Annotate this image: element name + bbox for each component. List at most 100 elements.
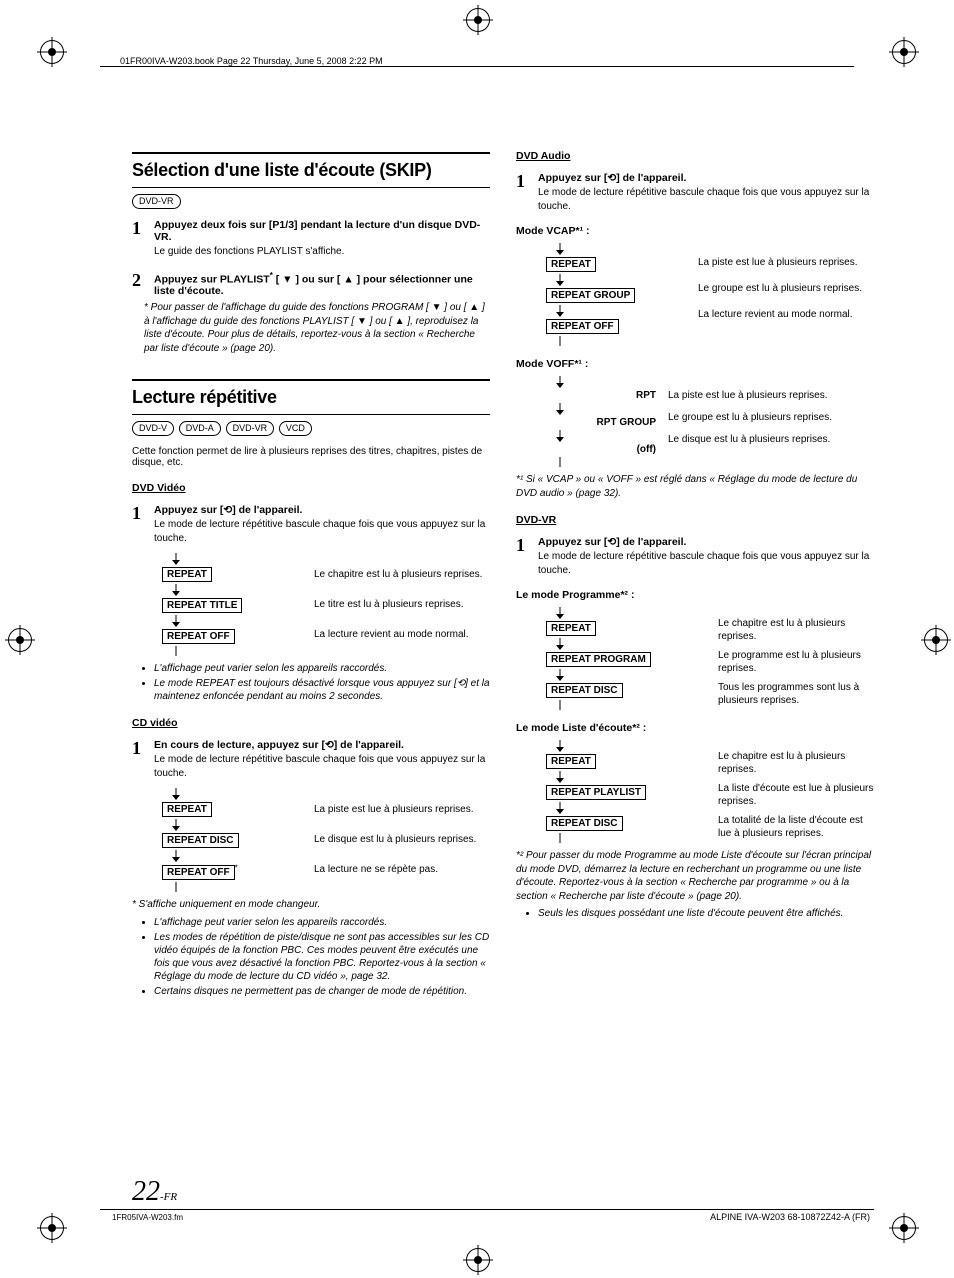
flow-voff: RPT RPT GROUP (off) La piste est lue à p…: [546, 374, 874, 469]
note-item: Le mode REPEAT est toujours désactivé lo…: [154, 677, 490, 703]
flow-box: REPEAT DISC: [546, 816, 623, 831]
mode-list-head: Le mode Liste d'écoute*² :: [516, 722, 874, 734]
flow-desc: Le titre est lu à plusieurs reprises.: [314, 593, 490, 615]
mode-vcap-head: Mode VCAP*¹ :: [516, 225, 874, 237]
page-number-suffix: -FR: [160, 1191, 177, 1203]
notes-list: L'affichage peut varier selon les appare…: [144, 916, 490, 998]
subhead-dvdaudio: DVD Audio: [516, 150, 874, 162]
badge: VCD: [279, 421, 312, 436]
flow-desc: Le chapitre est lu à plusieurs reprises.: [718, 617, 874, 643]
step-body: Le guide des fonctions PLAYLIST s'affich…: [154, 245, 490, 259]
step-lead: En cours de lecture, appuyez sur [⟲] de …: [154, 739, 490, 751]
mode-voff-head: Mode VOFF*¹ :: [516, 358, 874, 370]
step-number: 1: [516, 172, 538, 215]
flow-desc: Tous les programmes sont lus à plusieurs…: [718, 681, 874, 707]
step-body: Le mode de lecture répétitive bascule ch…: [538, 550, 874, 577]
flow-desc: La piste est lue à plusieurs reprises.: [698, 253, 874, 271]
step-number: 2: [132, 271, 154, 298]
flow-box: REPEAT DISC: [162, 833, 239, 848]
manual-page: 01FR00IVA-W203.book Page 22 Thursday, Ju…: [0, 0, 954, 1278]
flow-desc: Le chapitre est lu à plusieurs reprises.: [718, 750, 874, 776]
flow-label: (off): [637, 444, 656, 455]
section-title-repeat: Lecture répétitive: [132, 387, 490, 408]
note-item: Seuls les disques possédant une liste d'…: [538, 907, 874, 920]
flow-box: REPEAT GROUP: [546, 288, 635, 303]
step-body: Le mode de lecture répétitive bascule ch…: [538, 186, 874, 213]
page-number-value: 22: [132, 1176, 160, 1207]
register-mark: [924, 628, 946, 650]
flow-desc: La piste est lue à plusieurs reprises.: [314, 798, 490, 820]
note-item: L'affichage peut varier selon les appare…: [154, 662, 490, 675]
badge: DVD-V: [132, 421, 174, 436]
flow-box: REPEAT: [162, 567, 212, 582]
flow-box: REPEAT: [546, 257, 596, 272]
note-item: Les modes de répétition de piste/disque …: [154, 931, 490, 983]
flow-box: REPEAT OFF: [162, 865, 235, 880]
step-lead: Appuyez sur [⟲] de l'appareil.: [154, 504, 490, 516]
note-item: Certains disques ne permettent pas de ch…: [154, 985, 490, 998]
step-number: 1: [132, 739, 154, 782]
subhead-cdvideo: CD vidéo: [132, 717, 490, 729]
footnote-1: *¹ Si « VCAP » ou « VOFF » est réglé dan…: [516, 473, 874, 500]
step-2: 2 Appuyez sur PLAYLIST* [ ▼ ] ou sur [ ▲…: [132, 271, 490, 298]
intro-text: Cette fonction permet de lire à plusieur…: [132, 446, 490, 468]
page-number: 22-FR: [132, 1176, 177, 1208]
step-number: 1: [132, 504, 154, 547]
badge: DVD-VR: [226, 421, 275, 436]
subhead-dvdvideo: DVD Vidéo: [132, 482, 490, 494]
flow-desc: Le groupe est lu à plusieurs reprises.: [668, 408, 874, 426]
flow-box: REPEAT TITLE: [162, 598, 242, 613]
flow-desc: La lecture revient au mode normal.: [314, 623, 490, 645]
register-mark: [892, 1216, 914, 1238]
flow-box: REPEAT: [546, 621, 596, 636]
footnote-star: * S'affiche uniquement en mode changeur.: [132, 898, 490, 912]
flow-desc: La liste d'écoute est lue à plusieurs re…: [718, 782, 874, 808]
flow-desc: Le groupe est lu à plusieurs reprises.: [698, 279, 874, 297]
register-mark: [466, 8, 488, 30]
flow-cdvideo: REPEAT REPEAT DISC REPEAT OFF* La piste …: [162, 786, 490, 894]
flow-desc: La piste est lue à plusieurs reprises.: [668, 386, 874, 404]
header-rule: [100, 66, 854, 67]
register-mark: [8, 628, 30, 650]
flow-desc: Le disque est lu à plusieurs reprises.: [668, 430, 874, 448]
step-dvdvideo: 1 Appuyez sur [⟲] de l'appareil. Le mode…: [132, 504, 490, 547]
step-lead: Appuyez sur [⟲] de l'appareil.: [538, 536, 874, 548]
flow-prog: REPEAT REPEAT PROGRAM REPEAT DISC Le cha…: [546, 605, 874, 712]
footer-model: ALPINE IVA-W203 68-10872Z42-A (FR): [710, 1212, 870, 1222]
flow-vcap: REPEAT REPEAT GROUP REPEAT OFF La piste …: [546, 241, 874, 348]
footnote-2: *² Pour passer du mode Programme au mode…: [516, 849, 874, 903]
footer-rule: [100, 1209, 874, 1210]
step-number: 1: [132, 219, 154, 261]
flow-desc: Le programme est lu à plusieurs reprises…: [718, 649, 874, 675]
flow-box: REPEAT OFF: [546, 319, 619, 334]
step-1: 1 Appuyez deux fois sur [P1/3] pendant l…: [132, 219, 490, 261]
flow-desc: La lecture ne se répète pas.: [314, 858, 490, 880]
step-number: 1: [516, 536, 538, 579]
step-dvdaudio: 1 Appuyez sur [⟲] de l'appareil. Le mode…: [516, 172, 874, 215]
flow-dvdvideo: REPEAT REPEAT TITLE REPEAT OFF Le chapit…: [162, 551, 490, 658]
register-mark: [466, 1248, 488, 1270]
footnote: * Pour passer de l'affichage du guide de…: [144, 301, 490, 355]
step-lead: Appuyez sur PLAYLIST* [ ▼ ] ou sur [ ▲ ]…: [154, 271, 490, 298]
flow-box: REPEAT PROGRAM: [546, 652, 651, 667]
register-mark: [892, 40, 914, 62]
flow-box: REPEAT PLAYLIST: [546, 785, 646, 800]
notes-list: L'affichage peut varier selon les appare…: [144, 662, 490, 703]
flow-label: RPT: [636, 390, 656, 401]
step-dvdvr: 1 Appuyez sur [⟲] de l'appareil. Le mode…: [516, 536, 874, 579]
right-column: DVD Audio 1 Appuyez sur [⟲] de l'apparei…: [516, 150, 874, 1168]
badge-dvdvr: DVD-VR: [132, 194, 181, 209]
header-meta: 01FR00IVA-W203.book Page 22 Thursday, Ju…: [120, 56, 383, 66]
flow-label: RPT GROUP: [597, 417, 656, 428]
subhead-dvdvr: DVD-VR: [516, 514, 874, 526]
note-item: L'affichage peut varier selon les appare…: [154, 916, 490, 929]
flow-box: REPEAT OFF: [162, 629, 235, 644]
flow-desc: La totalité de la liste d'écoute est lue…: [718, 814, 874, 840]
step-body: Le mode de lecture répétitive bascule ch…: [154, 753, 490, 780]
step-lead: Appuyez deux fois sur [P1/3] pendant la …: [154, 219, 490, 243]
flow-box: REPEAT: [162, 802, 212, 817]
register-mark: [40, 1216, 62, 1238]
flow-box: REPEAT: [546, 754, 596, 769]
step-lead-text: Appuyez deux fois sur [P1/3] pendant la …: [154, 219, 480, 243]
left-column: Sélection d'une liste d'écoute (SKIP) DV…: [132, 150, 490, 1168]
